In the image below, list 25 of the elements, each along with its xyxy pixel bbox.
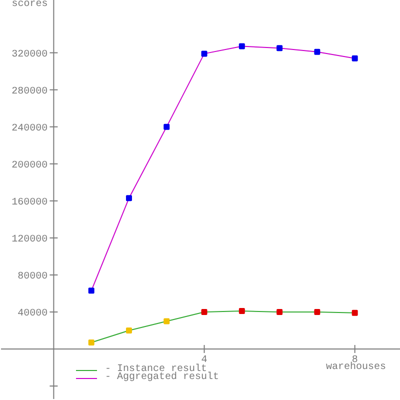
point [201, 50, 208, 57]
point [164, 318, 170, 324]
y-tick-label: 280000 [12, 86, 48, 98]
y-tick-label: 120000 [12, 234, 48, 246]
point [88, 288, 94, 294]
y-tick-label: 40000 [18, 308, 48, 320]
point [238, 43, 245, 50]
point [126, 195, 132, 202]
point [164, 124, 170, 130]
point [314, 48, 320, 55]
y-tick-label: 160000 [12, 197, 48, 208]
y-tick-label: 240000 [12, 123, 48, 134]
point [126, 327, 132, 334]
point [201, 308, 208, 315]
y-tick-label: 200000 [12, 160, 48, 172]
point [276, 45, 283, 52]
y-axis-title: scores [12, 0, 48, 10]
y-tick-label: 80000 [18, 271, 48, 282]
point [276, 308, 283, 315]
point [352, 55, 358, 62]
point [352, 310, 358, 316]
point [314, 308, 320, 315]
point [238, 308, 245, 314]
y-tick-label: 320000 [12, 49, 48, 60]
point [88, 340, 94, 346]
